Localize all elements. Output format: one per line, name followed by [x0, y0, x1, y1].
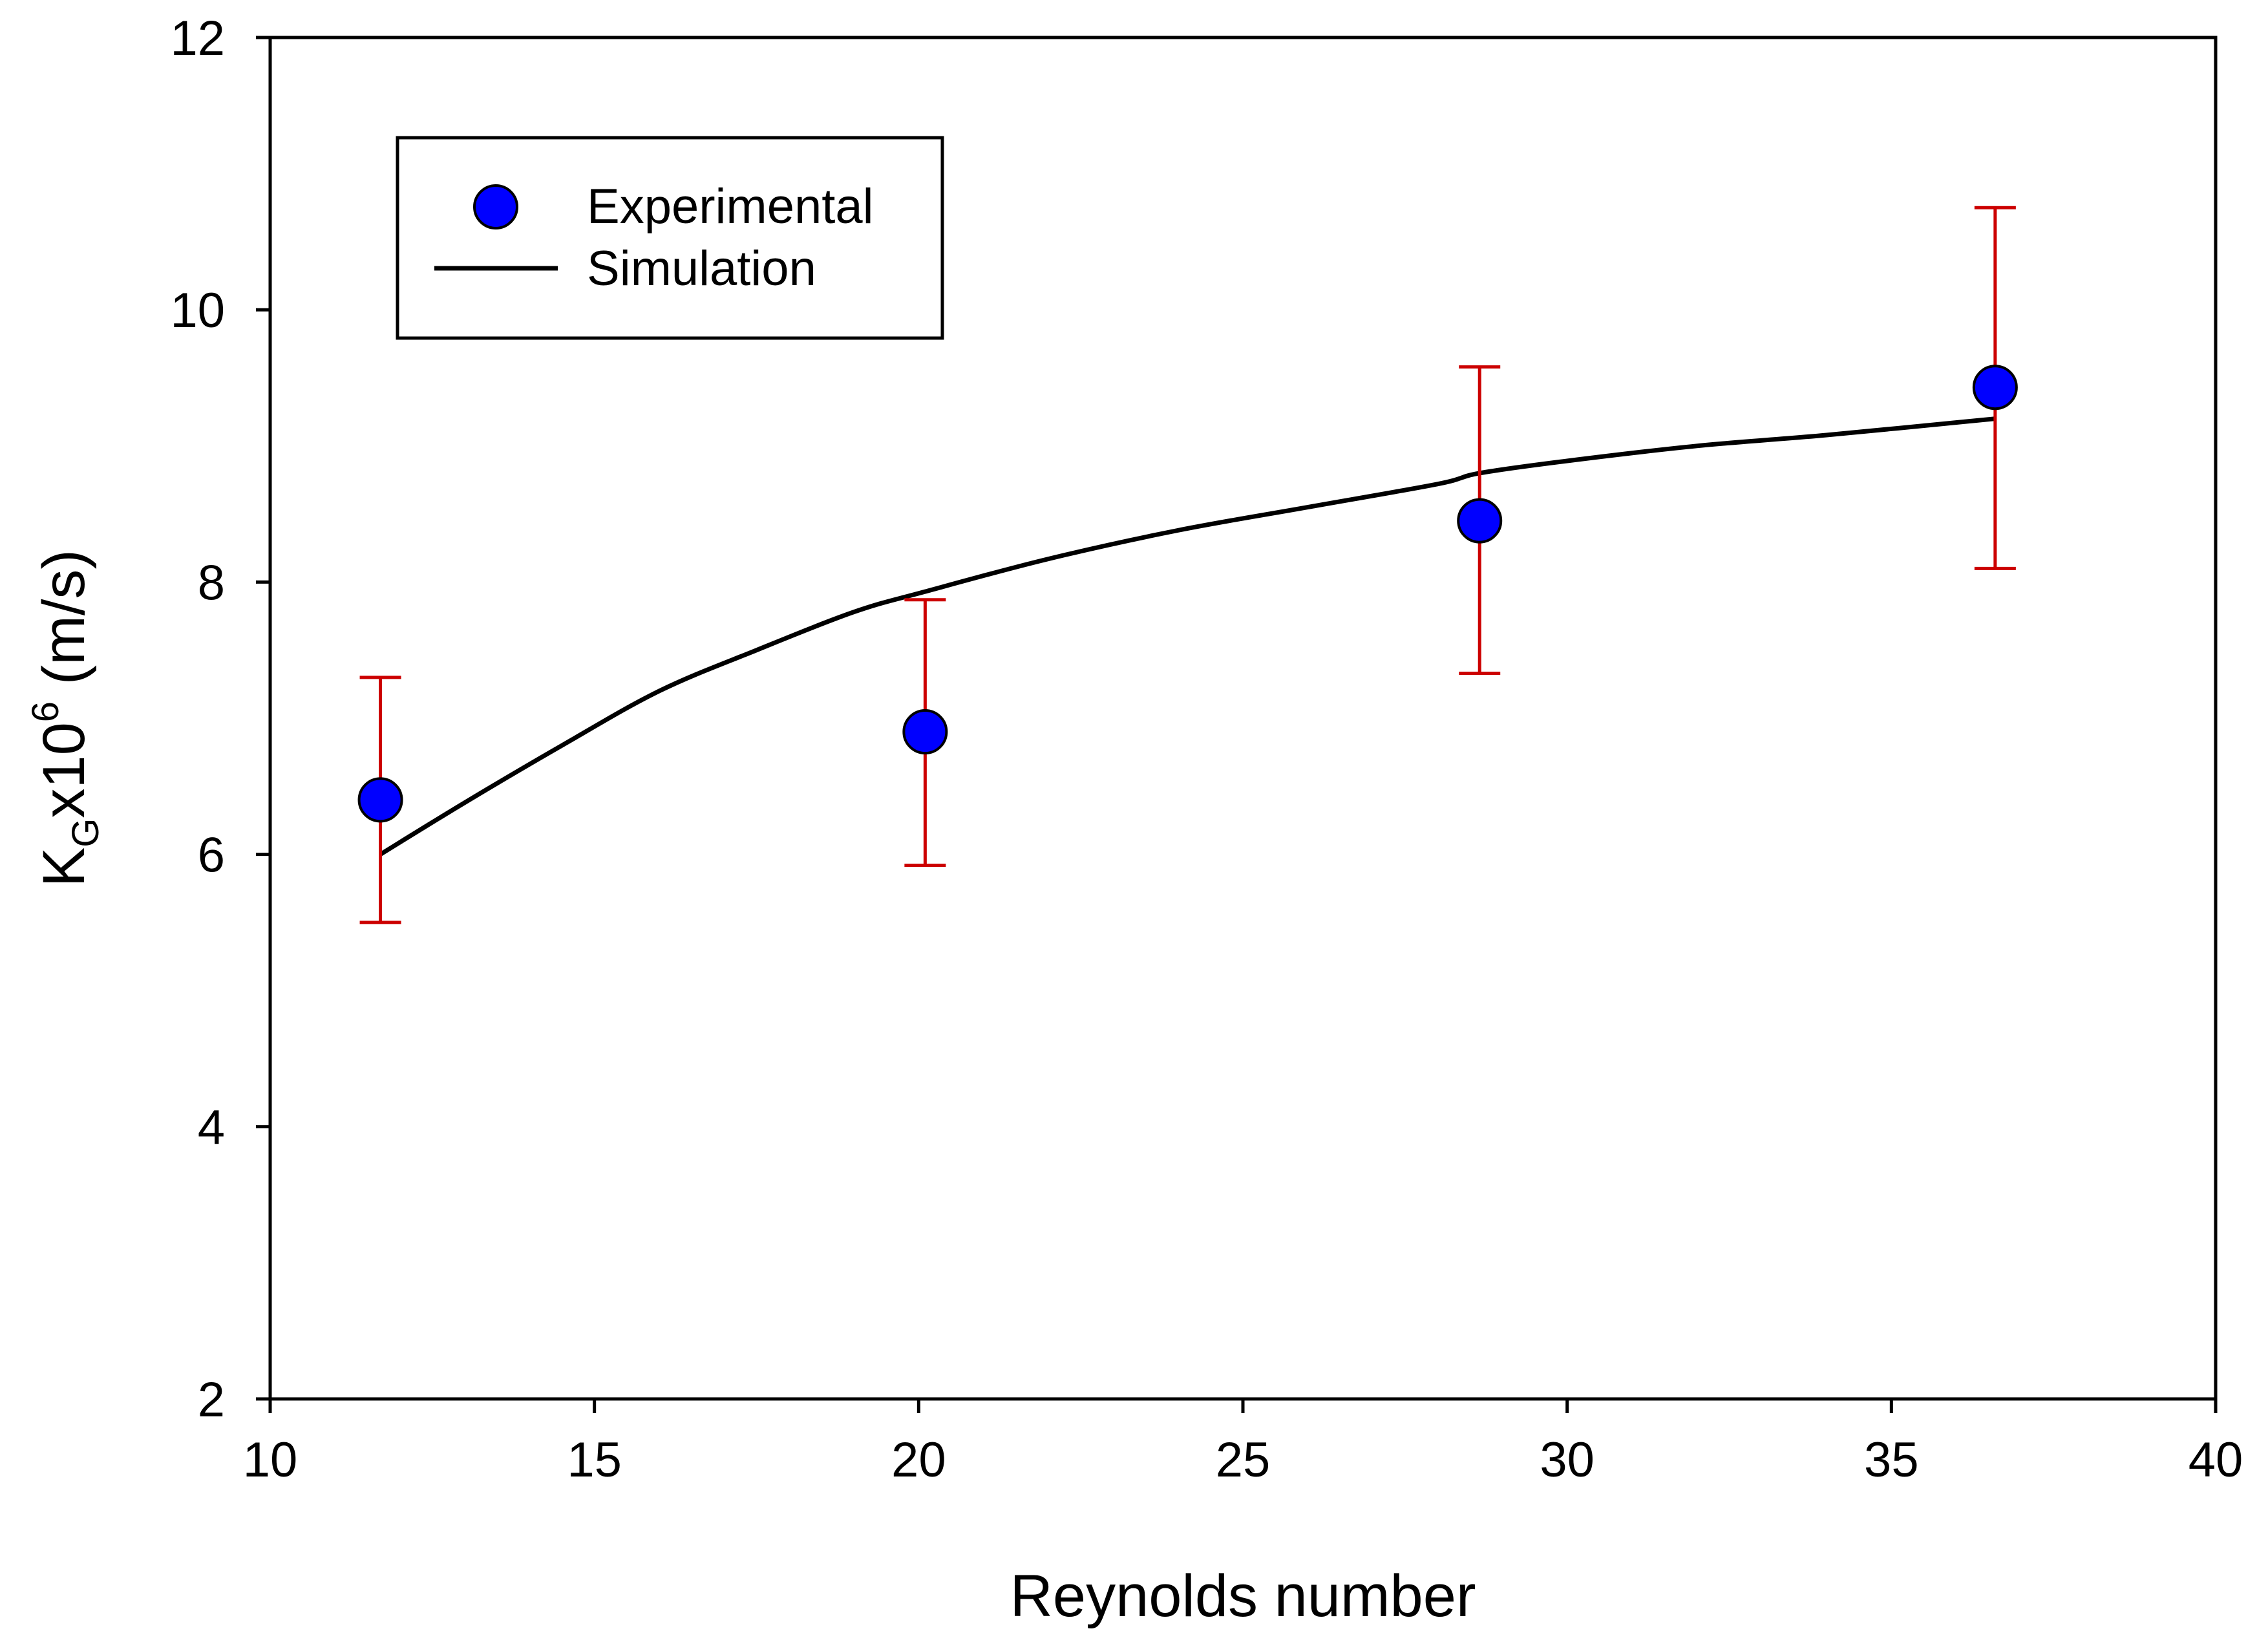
legend-label-simulation: Simulation	[587, 241, 816, 296]
experimental-series	[357, 365, 2018, 823]
y-tick-label: 10	[170, 283, 225, 338]
y-axis-title: KGx106 (m/s)	[25, 549, 107, 887]
x-tick-label: 25	[1216, 1433, 1271, 1487]
y-tick-label: 12	[170, 11, 225, 66]
x-tick-label: 35	[1864, 1433, 1919, 1487]
y-tick-label: 8	[198, 555, 225, 610]
legend-marker-experimental	[473, 184, 518, 229]
experimental-point	[357, 777, 403, 823]
y-tick-label: 4	[198, 1100, 225, 1155]
x-tick-label: 20	[891, 1433, 946, 1487]
experimental-point	[902, 709, 948, 755]
simulation-series	[379, 416, 1996, 857]
x-tick-label: 40	[2189, 1433, 2243, 1487]
legend: Experimental Simulation	[396, 136, 944, 340]
experimental-point	[1972, 365, 2018, 410]
legend-box	[396, 136, 944, 340]
x-tick-label: 15	[567, 1433, 622, 1487]
x-tick-label: 10	[243, 1433, 298, 1487]
y-tick-label: 6	[198, 828, 225, 883]
x-tick-label: 30	[1540, 1433, 1595, 1487]
y-tick-label: 2	[198, 1372, 225, 1427]
simulation-line	[379, 416, 1996, 857]
x-axis-title: Reynolds number	[1010, 1563, 1476, 1629]
experimental-point	[1457, 498, 1503, 544]
legend-label-experimental: Experimental	[587, 179, 874, 234]
axes: 10 15 20 25 30 35 40 2 4 6 8 10 12	[170, 11, 2243, 1487]
